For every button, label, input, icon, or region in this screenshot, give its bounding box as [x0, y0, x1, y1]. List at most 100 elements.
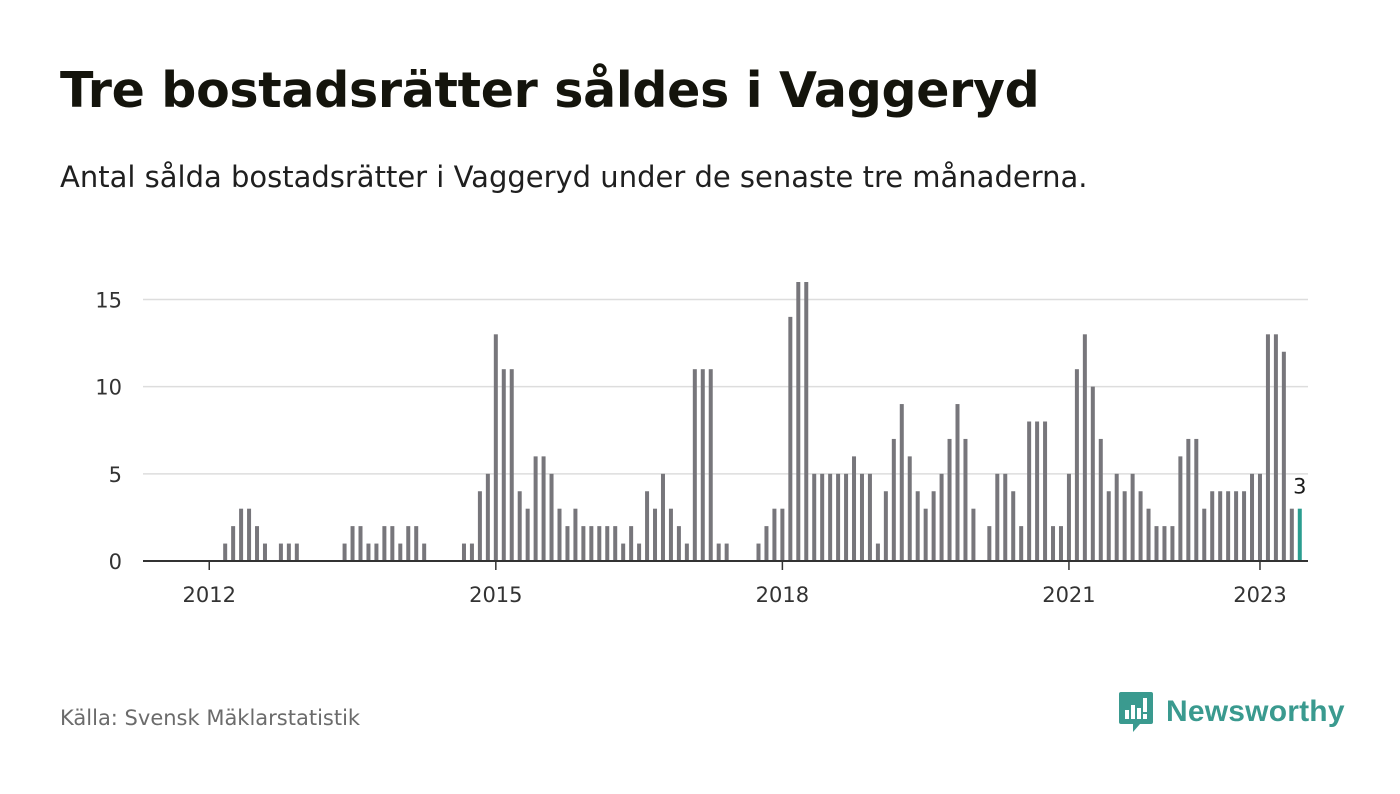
- bar: [1218, 491, 1223, 561]
- chart-subtitle: Antal sålda bostadsrätter i Vaggeryd und…: [60, 160, 1088, 194]
- bar: [541, 456, 546, 561]
- bar: [867, 473, 872, 561]
- labels: 0 5 10 15 2012 2015 2018 2021 2023 3: [95, 288, 1306, 607]
- bar: [1242, 491, 1247, 561]
- bar: [1003, 473, 1008, 561]
- bar: [971, 508, 976, 561]
- bar: [565, 526, 570, 561]
- bar: [812, 473, 817, 561]
- bar: [1122, 491, 1127, 561]
- x-tick-label: 2012: [183, 583, 236, 607]
- bar: [1082, 334, 1087, 561]
- y-tick-label: 5: [109, 463, 122, 487]
- bar: [1194, 438, 1199, 561]
- axes: [143, 560, 1308, 570]
- bar: [589, 526, 594, 561]
- bar: [724, 543, 729, 561]
- bar: [1178, 456, 1183, 561]
- bar: [629, 526, 634, 561]
- bar: [350, 526, 355, 561]
- bar: [875, 543, 880, 561]
- bar: [398, 543, 403, 561]
- bar: [1051, 526, 1056, 561]
- bar: [469, 543, 474, 561]
- bar: [382, 526, 387, 561]
- bar: [963, 438, 968, 561]
- bar: [231, 526, 236, 561]
- bar: [883, 491, 888, 561]
- bar: [477, 491, 482, 561]
- bar: [374, 543, 379, 561]
- bar: [342, 543, 347, 561]
- bar-highlight: [1297, 508, 1302, 561]
- bar: [414, 526, 419, 561]
- x-tick-label: 2021: [1042, 583, 1095, 607]
- bar: [1273, 334, 1278, 561]
- bar: [987, 526, 992, 561]
- y-tick-label: 0: [109, 550, 122, 574]
- bar: [676, 526, 681, 561]
- bar: [286, 543, 291, 561]
- bar: [844, 473, 849, 561]
- bar: [891, 438, 896, 561]
- bar: [645, 491, 650, 561]
- bar: [653, 508, 658, 561]
- bar: [278, 543, 283, 561]
- source-note: Källa: Svensk Mäklarstatistik: [60, 706, 361, 730]
- bar: [995, 473, 1000, 561]
- bar: [1202, 508, 1207, 561]
- bar: [1066, 473, 1071, 561]
- bar: [358, 526, 363, 561]
- bar: [1058, 526, 1063, 561]
- bar: [1257, 473, 1262, 561]
- bar: [668, 508, 673, 561]
- brand-logo: Newsworthy: [1118, 690, 1345, 734]
- bar: [1146, 508, 1151, 561]
- chart-title: Tre bostadsrätter såldes i Vaggeryd: [60, 62, 1040, 119]
- bar: [461, 543, 466, 561]
- bar: [247, 508, 252, 561]
- bar: [1226, 491, 1231, 561]
- y-tick-label: 10: [95, 376, 122, 400]
- x-tick-label: 2015: [469, 583, 522, 607]
- bar: [1170, 526, 1175, 561]
- bar: [684, 543, 689, 561]
- bar: [708, 369, 713, 561]
- bar: [1265, 334, 1270, 561]
- bar: [1138, 491, 1143, 561]
- bar: [549, 473, 554, 561]
- bar: [1098, 438, 1103, 561]
- bar: [756, 543, 761, 561]
- bar: [947, 438, 952, 561]
- bar: [366, 543, 371, 561]
- bar: [597, 526, 602, 561]
- bar: [1186, 438, 1191, 561]
- bar: [557, 508, 562, 561]
- bar: [907, 456, 912, 561]
- bar: [939, 473, 944, 561]
- bar: [660, 473, 665, 561]
- bar: [1074, 369, 1079, 561]
- bar: [923, 508, 928, 561]
- bar: [637, 543, 642, 561]
- bar: [1281, 351, 1286, 561]
- y-tick-label: 15: [95, 288, 122, 312]
- bar: [1289, 508, 1294, 561]
- brand-name: Newsworthy: [1166, 695, 1345, 728]
- bar: [899, 404, 904, 561]
- bar: [931, 491, 936, 561]
- bar: [772, 508, 777, 561]
- grid-lines: [143, 298, 1308, 475]
- bar: [239, 508, 244, 561]
- bar: [692, 369, 697, 561]
- bar: [605, 526, 610, 561]
- x-tick-label: 2023: [1233, 583, 1286, 607]
- bar: [1019, 526, 1024, 561]
- bar: [764, 526, 769, 561]
- bar: [223, 543, 228, 561]
- bar: [1035, 421, 1040, 561]
- bar: [780, 508, 785, 561]
- bar: [533, 456, 538, 561]
- bar: [390, 526, 395, 561]
- bar: [422, 543, 427, 561]
